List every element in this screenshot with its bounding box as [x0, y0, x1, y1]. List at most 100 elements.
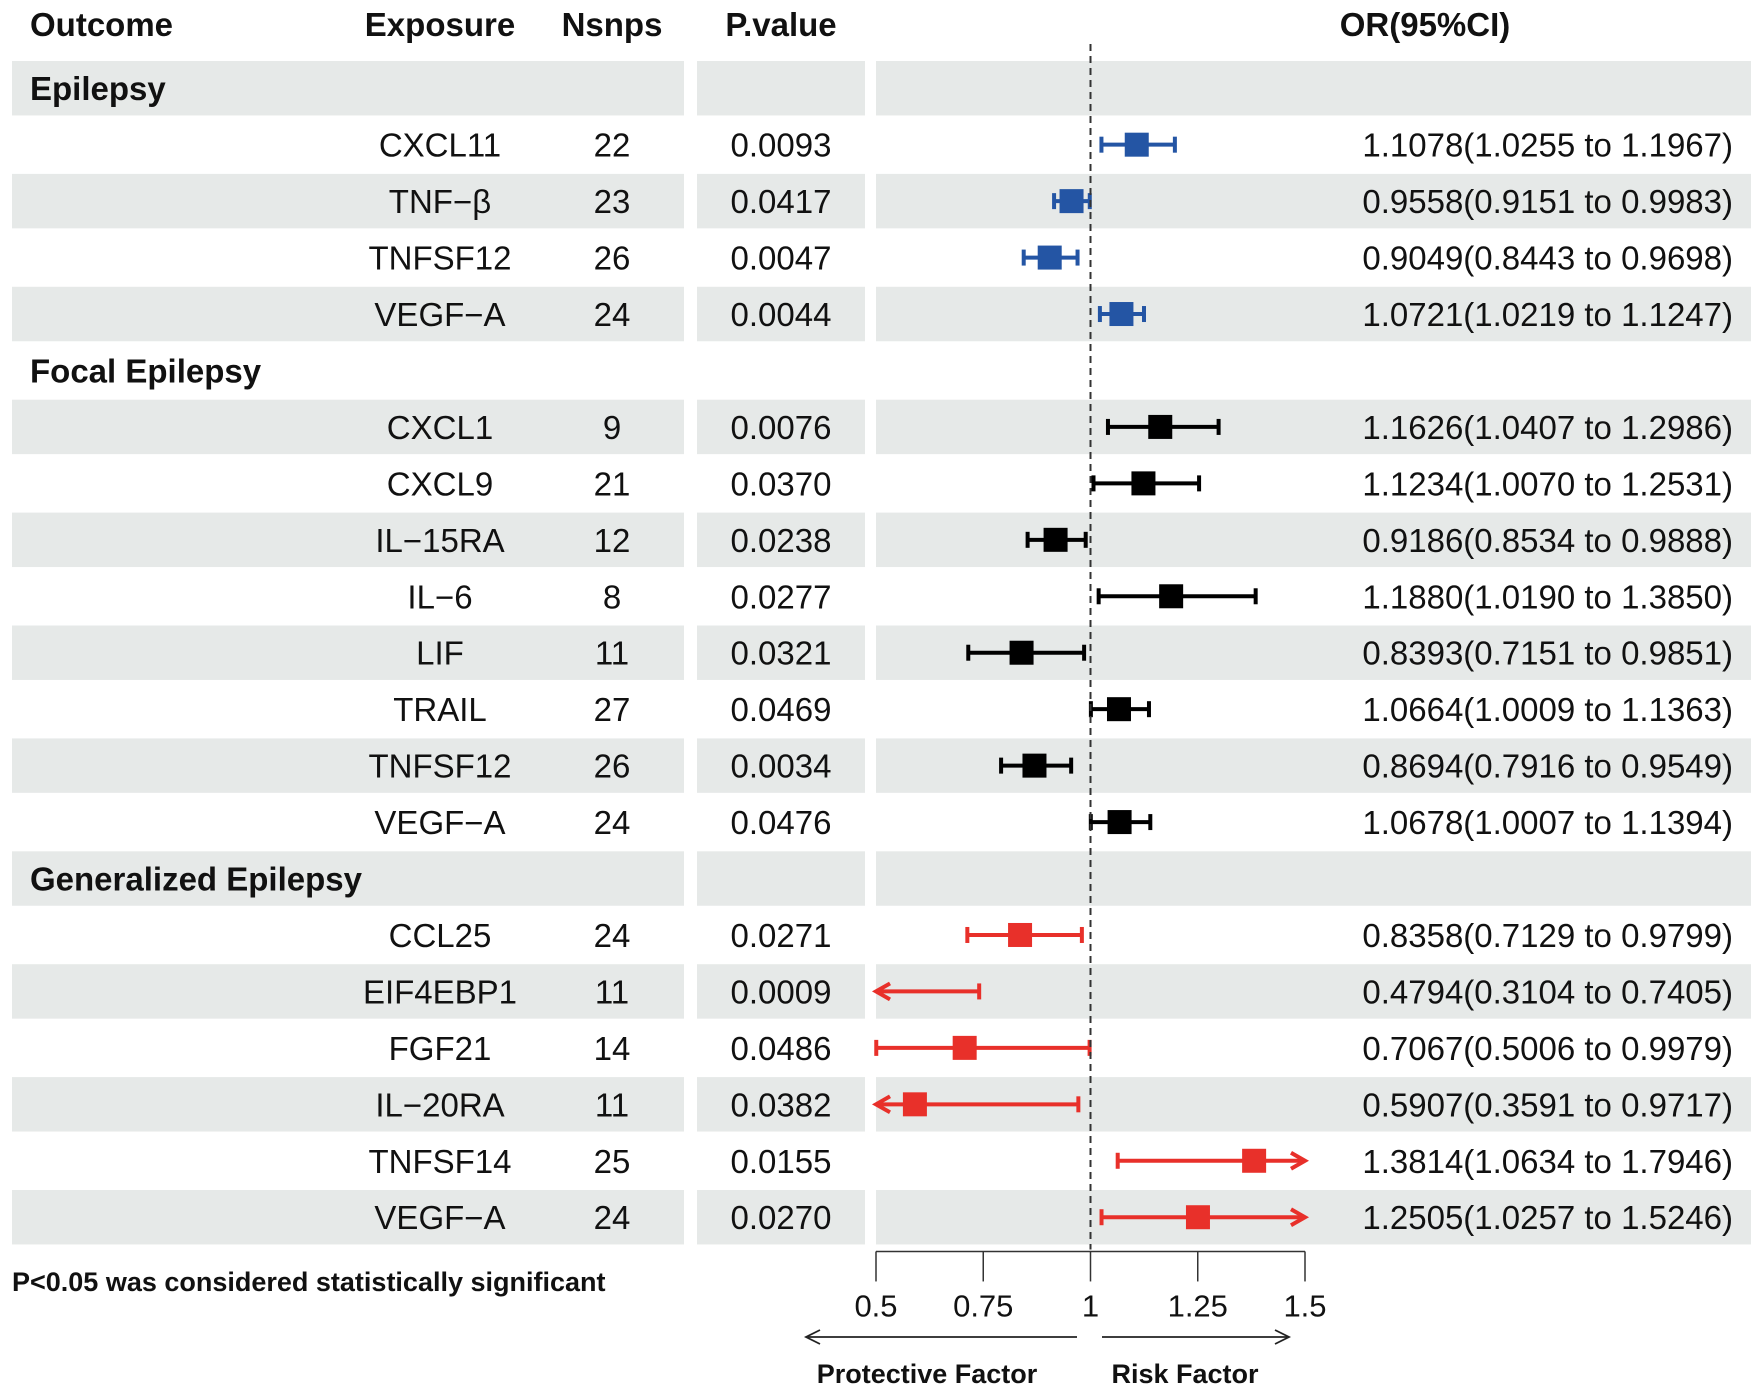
pvalue-cell: 0.0417 — [731, 183, 832, 220]
or-ci-cell: 0.4794(0.3104 to 0.7405) — [1362, 973, 1733, 1010]
header-outcome: Outcome — [30, 6, 173, 43]
nsnps-cell: 14 — [594, 1030, 631, 1067]
exposure-cell: CXCL11 — [379, 127, 501, 164]
pvalue-cell: 0.0277 — [731, 578, 832, 615]
pvalue-cell: 0.0076 — [731, 409, 832, 446]
tick-label: 1.25 — [1168, 1288, 1228, 1323]
nsnps-cell: 26 — [594, 240, 631, 277]
or-point — [1059, 189, 1084, 214]
risk-factor-label: Risk Factor — [1111, 1359, 1259, 1389]
table-row: FGF21 14 0.0486 0.7067(0.5006 to 0.9979) — [389, 1030, 1733, 1067]
nsnps-cell: 27 — [594, 691, 631, 728]
nsnps-cell: 25 — [594, 1143, 631, 1180]
row-band — [12, 173, 1751, 229]
ci-mark — [999, 753, 1074, 778]
or-ci-cell: 0.7067(0.5006 to 0.9979) — [1362, 1030, 1733, 1067]
nsnps-cell: 11 — [595, 973, 629, 1010]
nsnps-cell: 9 — [603, 409, 621, 446]
header-or: OR(95%CI) — [1340, 6, 1511, 43]
table-row: IL−20RA 11 0.0382 0.5907(0.3591 to 0.9717) — [375, 1086, 1733, 1123]
outcome-label: Epilepsy — [30, 70, 166, 107]
tick-label: 0.5 — [854, 1288, 897, 1323]
tick-label: 0.75 — [953, 1288, 1013, 1323]
nsnps-cell: 26 — [594, 748, 631, 785]
or-ci-cell: 1.2505(1.0257 to 1.5246) — [1362, 1199, 1733, 1236]
or-point — [1037, 245, 1062, 270]
table-row: TRAIL 27 0.0469 1.0664(1.0009 to 1.1363) — [393, 691, 1733, 728]
exposure-cell: TNF−β — [389, 183, 491, 220]
table-row: CCL25 24 0.0271 0.8358(0.7129 to 0.9799) — [389, 917, 1733, 954]
pvalue-cell: 0.0034 — [731, 748, 832, 785]
nsnps-cell: 11 — [595, 635, 629, 672]
pvalue-cell: 0.0382 — [731, 1086, 832, 1123]
or-point — [1131, 471, 1156, 496]
table-row: IL−6 8 0.0277 1.1880(1.0190 to 1.3850) — [407, 578, 1733, 615]
table-rows: Epilepsy CXCL11 22 0.0093 1.1078(1.0255 to 1… — [30, 70, 1733, 1236]
or-point — [1242, 1148, 1267, 1173]
ci-mark — [1105, 414, 1221, 439]
exposure-cell: TRAIL — [393, 691, 487, 728]
protective-factor-label: Protective Factor — [817, 1359, 1038, 1389]
ci-mark — [1021, 245, 1080, 270]
ci-arrow-right — [1290, 1207, 1310, 1227]
ci-mark — [1097, 302, 1146, 327]
nsnps-cell: 23 — [594, 183, 631, 220]
or-point — [952, 1035, 977, 1060]
exposure-cell: IL−6 — [407, 578, 472, 615]
outcome-label: Focal Epilepsy — [30, 352, 262, 389]
or-ci-cell: 1.3814(1.0634 to 1.7946) — [1362, 1143, 1733, 1180]
or-ci-cell: 0.8694(0.7916 to 0.9549) — [1362, 748, 1733, 785]
protective-arrowhead — [803, 1329, 821, 1345]
nsnps-cell: 21 — [594, 465, 631, 502]
plot-marks — [871, 44, 1310, 1250]
exposure-cell: IL−20RA — [375, 1086, 504, 1123]
or-ci-cell: 1.0678(1.0007 to 1.1394) — [1362, 804, 1733, 841]
row-band — [12, 851, 1751, 906]
table-row: CXCL1 9 0.0076 1.1626(1.0407 to 1.2986) — [387, 409, 1733, 446]
ci-mark — [965, 922, 1084, 947]
table-row: VEGF−A 24 0.0476 1.0678(1.0007 to 1.1394) — [374, 804, 1733, 841]
table-row: TNFSF12 26 0.0034 0.8694(0.7916 to 0.9549) — [368, 748, 1733, 785]
row-band — [12, 964, 1751, 1019]
exposure-cell: LIF — [416, 635, 464, 672]
tick-label: 1.5 — [1283, 1288, 1326, 1323]
ci-mark — [874, 1035, 1092, 1060]
exposure-cell: CCL25 — [389, 917, 492, 954]
pvalue-cell: 0.0044 — [731, 296, 832, 333]
exposure-cell: CXCL1 — [387, 409, 493, 446]
risk-arrowhead — [1274, 1329, 1292, 1345]
or-ci-cell: 0.9558(0.9151 to 0.9983) — [1362, 183, 1733, 220]
exposure-cell: TNFSF12 — [368, 748, 511, 785]
or-ci-cell: 1.1626(1.0407 to 1.2986) — [1362, 409, 1733, 446]
or-point — [1124, 132, 1149, 157]
row-band — [12, 1190, 1751, 1245]
or-ci-cell: 0.8393(0.7151 to 0.9851) — [1362, 635, 1733, 672]
row-bands — [12, 61, 1751, 1245]
or-ci-cell: 0.5907(0.3591 to 0.9717) — [1362, 1086, 1733, 1123]
outcome-label: Generalized Epilepsy — [30, 861, 363, 898]
nsnps-cell: 24 — [594, 296, 631, 333]
or-point — [1008, 922, 1033, 947]
ci-mark — [1099, 132, 1177, 157]
or-point — [1022, 753, 1047, 778]
pvalue-cell: 0.0271 — [731, 917, 832, 954]
pvalue-cell: 0.0238 — [731, 522, 832, 559]
or-point — [1185, 1205, 1210, 1230]
or-ci-cell: 0.9186(0.8534 to 0.9888) — [1362, 522, 1733, 559]
or-ci-cell: 1.1880(1.0190 to 1.3850) — [1362, 578, 1733, 615]
nsnps-cell: 12 — [594, 522, 631, 559]
or-ci-cell: 1.0721(1.0219 to 1.1247) — [1362, 296, 1733, 333]
table-row: VEGF−A 24 0.0044 1.0721(1.0219 to 1.1247) — [374, 296, 1733, 333]
header-pvalue: P.value — [725, 6, 836, 43]
table-row: TNFSF14 25 0.0155 1.3814(1.0634 to 1.7946) — [368, 1143, 1733, 1180]
x-axis: 0.5 0.75 1 1.25 1.5 — [854, 1250, 1327, 1323]
or-ci-cell: 1.0664(1.0009 to 1.1363) — [1362, 691, 1733, 728]
table-row: CXCL11 22 0.0093 1.1078(1.0255 to 1.1967) — [379, 127, 1733, 164]
pvalue-cell: 0.0476 — [731, 804, 832, 841]
nsnps-cell: 8 — [603, 578, 621, 615]
ci-mark — [1088, 810, 1153, 835]
exposure-cell: IL−15RA — [375, 522, 504, 559]
header-exposure: Exposure — [365, 6, 515, 43]
row-band — [12, 512, 1751, 568]
